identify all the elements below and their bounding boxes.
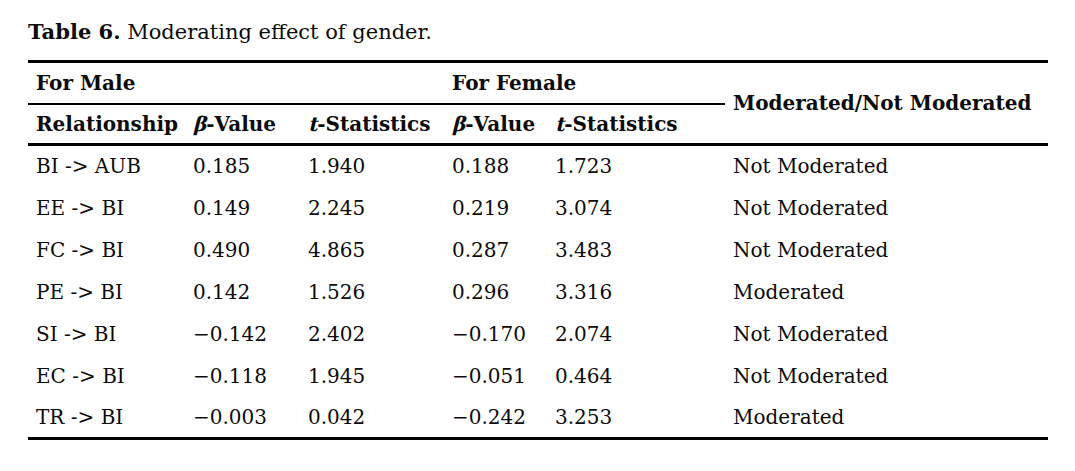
moderation-table: For Male For Female Moderated/Not Modera… [28, 60, 1048, 440]
table-row: TR -> BI −0.003 0.042 −0.242 3.253 Moder… [28, 397, 1048, 439]
column-header-tstat-male: t-Statistics [300, 104, 444, 145]
cell-beta-female: 0.219 [444, 187, 547, 229]
cell-moderation: Not Moderated [725, 145, 1048, 187]
cell-tstat-female: 3.253 [547, 397, 725, 439]
cell-relationship: PE -> BI [28, 271, 185, 313]
cell-tstat-male: 4.865 [300, 229, 444, 271]
t-symbol: t [308, 112, 317, 136]
beta-symbol: β [452, 112, 465, 136]
t-symbol: t [555, 112, 564, 136]
cell-relationship: FC -> BI [28, 229, 185, 271]
page: { "caption": { "label": "Table 6.", "tex… [0, 0, 1075, 471]
cell-tstat-male: 1.945 [300, 355, 444, 397]
cell-beta-female: −0.242 [444, 397, 547, 439]
table-row: BI -> AUB 0.185 1.940 0.188 1.723 Not Mo… [28, 145, 1048, 187]
column-header-relationship: Relationship [28, 104, 185, 145]
group-header-male: For Male [28, 62, 444, 104]
cell-tstat-male: 2.245 [300, 187, 444, 229]
cell-tstat-female: 3.074 [547, 187, 725, 229]
cell-tstat-female: 3.316 [547, 271, 725, 313]
cell-moderation: Not Moderated [725, 187, 1048, 229]
cell-beta-female: 0.296 [444, 271, 547, 313]
cell-relationship: BI -> AUB [28, 145, 185, 187]
caption-text: Moderating effect of gender. [120, 20, 431, 44]
column-header-moderation: Moderated/Not Moderated [725, 62, 1048, 145]
group-header-female: For Female [444, 62, 725, 104]
cell-beta-male: 0.142 [185, 271, 300, 313]
cell-beta-male: −0.003 [185, 397, 300, 439]
table-row: EE -> BI 0.149 2.245 0.219 3.074 Not Mod… [28, 187, 1048, 229]
cell-tstat-male: 0.042 [300, 397, 444, 439]
cell-tstat-female: 1.723 [547, 145, 725, 187]
cell-moderation: Moderated [725, 397, 1048, 439]
table-row: PE -> BI 0.142 1.526 0.296 3.316 Moderat… [28, 271, 1048, 313]
cell-beta-male: 0.490 [185, 229, 300, 271]
cell-tstat-female: 3.483 [547, 229, 725, 271]
table-row: FC -> BI 0.490 4.865 0.287 3.483 Not Mod… [28, 229, 1048, 271]
cell-moderation: Not Moderated [725, 229, 1048, 271]
table-caption: Table 6. Moderating effect of gender. [28, 19, 432, 44]
table-row: EC -> BI −0.118 1.945 −0.051 0.464 Not M… [28, 355, 1048, 397]
group-header-row: For Male For Female Moderated/Not Modera… [28, 62, 1048, 104]
cell-relationship: TR -> BI [28, 397, 185, 439]
cell-moderation: Moderated [725, 271, 1048, 313]
cell-tstat-female: 2.074 [547, 313, 725, 355]
cell-tstat-female: 0.464 [547, 355, 725, 397]
cell-beta-female: −0.051 [444, 355, 547, 397]
column-header-tstat-female: t-Statistics [547, 104, 725, 145]
column-header-beta-male: β-Value [185, 104, 300, 145]
cell-beta-male: 0.185 [185, 145, 300, 187]
cell-beta-male: −0.142 [185, 313, 300, 355]
cell-moderation: Not Moderated [725, 313, 1048, 355]
beta-symbol: β [193, 112, 206, 136]
column-header-beta-female: β-Value [444, 104, 547, 145]
cell-moderation: Not Moderated [725, 355, 1048, 397]
cell-beta-male: −0.118 [185, 355, 300, 397]
caption-label: Table 6. [28, 19, 120, 44]
cell-tstat-male: 2.402 [300, 313, 444, 355]
cell-beta-female: 0.188 [444, 145, 547, 187]
cell-relationship: EC -> BI [28, 355, 185, 397]
table-row: SI -> BI −0.142 2.402 −0.170 2.074 Not M… [28, 313, 1048, 355]
cell-tstat-male: 1.526 [300, 271, 444, 313]
cell-tstat-male: 1.940 [300, 145, 444, 187]
cell-relationship: SI -> BI [28, 313, 185, 355]
cell-beta-female: −0.170 [444, 313, 547, 355]
cell-beta-female: 0.287 [444, 229, 547, 271]
cell-relationship: EE -> BI [28, 187, 185, 229]
cell-beta-male: 0.149 [185, 187, 300, 229]
